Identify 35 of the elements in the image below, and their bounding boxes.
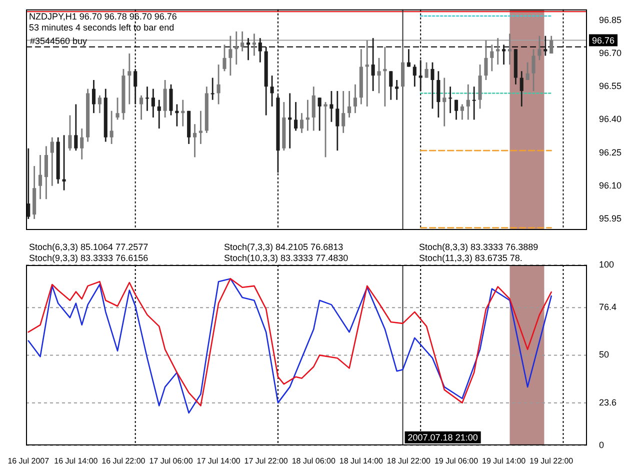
text: Stoch(10,3,3) 83.3333 77.4830 <box>224 253 348 263</box>
y-tick-label: 96.25 <box>599 147 622 158</box>
text: Stoch(7,3,3) 84.2105 76.6813 <box>224 242 344 252</box>
y-tick-label: 0 <box>599 440 604 450</box>
y-tick-label: 76.4 <box>599 302 617 312</box>
x-tick-label: 18 Jul 06:00 <box>292 456 336 466</box>
y-tick-label: 50 <box>599 350 610 360</box>
chart-title: NZDJPY,H1 96.70 96.78 96.70 96.76 <box>29 11 177 22</box>
x-tick-label: 19 Jul 06:00 <box>434 456 479 466</box>
text: 53 minutes 4 seconds left to bar end <box>29 22 174 32</box>
ref-line-label: 2007.07.18 21:00 <box>408 432 478 442</box>
x-tick-label: 18 Jul 14:00 <box>339 456 384 466</box>
x-tick-label: 19 Jul 22:00 <box>530 456 574 466</box>
y-tick-label: 23.6 <box>599 397 617 408</box>
x-tick-label: 17 Jul 06:00 <box>149 456 194 466</box>
text: Stoch(9,3,3) 83.3333 76.6156 <box>29 253 148 263</box>
y-tick-label: 100 <box>599 259 614 270</box>
y-tick-label: 95.95 <box>599 213 622 224</box>
x-tick-label: 19 Jul 14:00 <box>482 456 526 466</box>
y-tick-label: 96.40 <box>599 114 622 124</box>
text: Stoch(8,3,3) 83.3333 76.3889 <box>419 242 538 252</box>
text: Stoch(11,3,3) 83.6735 78. <box>419 253 522 263</box>
x-tick-label: 17 Jul 14:00 <box>196 456 241 466</box>
x-tick-label: 17 Jul 22:00 <box>244 456 288 466</box>
x-tick-label: 16 Jul 2007 <box>8 456 50 466</box>
y-tick-label: 96.55 <box>599 81 622 92</box>
y-tick-label: 96.85 <box>599 14 622 25</box>
y-tick-label: 96.70 <box>599 48 622 58</box>
ref-line-label: 96.76 <box>592 35 615 46</box>
x-tick-label: 18 Jul 22:00 <box>386 456 432 466</box>
y-tick-label: 96.10 <box>599 180 622 190</box>
x-tick-label: 16 Jul 14:00 <box>54 456 98 466</box>
ref-line-label: #3544560 buy <box>30 36 88 46</box>
x-tick-label: 16 Jul 22:00 <box>102 456 146 466</box>
text: Stoch(6,3,3) 85.1064 77.2577 <box>29 242 148 252</box>
